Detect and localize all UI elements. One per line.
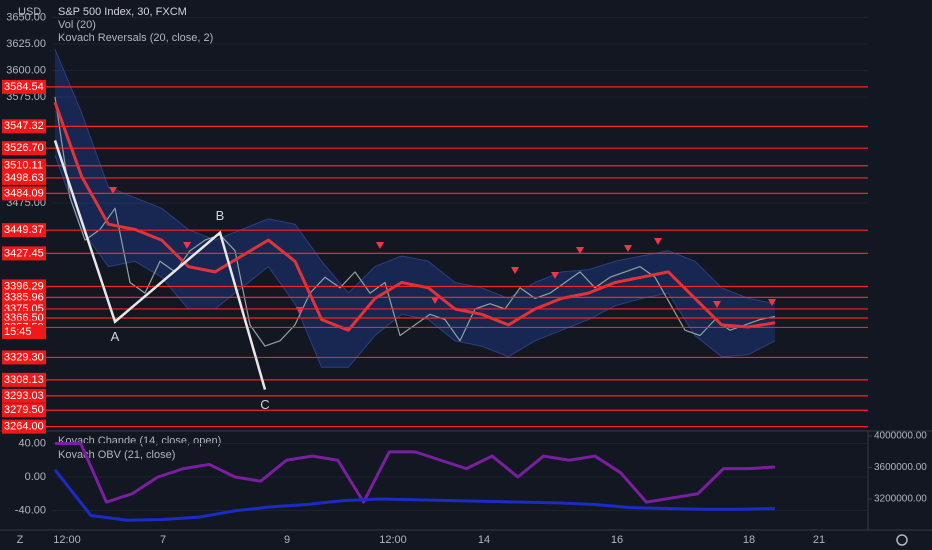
x-tick-label: 21: [813, 534, 825, 546]
y-tick-label: -40.00: [15, 504, 46, 516]
level-label-bg: [2, 290, 46, 305]
level-label: 3526.70: [4, 142, 44, 154]
band-lower: [54, 155, 776, 368]
level-label-bg: [2, 186, 46, 201]
pattern-label: B: [216, 208, 225, 223]
level-label-bg: [2, 372, 46, 387]
y-tick-label: 0.00: [25, 471, 46, 483]
level-label: 3484.09: [4, 187, 44, 199]
level-label: 3396.29: [4, 280, 44, 292]
level-label: 3329.30: [4, 351, 44, 363]
reversal-marker: [624, 245, 632, 252]
y-tick-label: 3575.00: [6, 91, 46, 103]
indicator-label: Kovach Reversals (20, close, 2): [58, 32, 213, 44]
level-label: 3547.32: [4, 120, 44, 132]
reversal-marker: [713, 301, 721, 308]
x-tick-label: 14: [478, 534, 490, 546]
reversal-marker: [654, 238, 662, 245]
y-tick-label: 3650.00: [6, 11, 46, 23]
reversal-marker: [109, 187, 117, 194]
y2-tick-label: 3600000.00: [874, 462, 927, 473]
level-label-bg: [2, 119, 46, 134]
y-tick-label: 40.00: [18, 437, 46, 449]
pattern-label: A: [111, 329, 120, 344]
level-label: 3385.96: [4, 291, 44, 303]
y2-tick-label: 3200000.00: [874, 494, 927, 505]
countdown: 15:45: [4, 326, 32, 338]
level-label-bg: [2, 246, 46, 261]
y2-tick-label: 4000000.00: [874, 431, 927, 442]
obv-line: [53, 468, 776, 522]
x-tick-label: 9: [284, 534, 290, 546]
x-tick-label: 7: [160, 534, 166, 546]
reversal-marker: [511, 267, 519, 274]
level-label-bg: [2, 223, 46, 238]
level-label: 3293.03: [4, 390, 44, 402]
x-tick-label: 18: [743, 534, 755, 546]
level-label-bg: [2, 388, 46, 403]
reversal-marker: [576, 247, 584, 254]
level-label-bg: [2, 279, 46, 294]
level-label: 3449.37: [4, 224, 44, 236]
y-tick-label: 3600.00: [6, 64, 46, 76]
level-label: 3510.11: [4, 160, 43, 172]
level-label-bg: [2, 419, 46, 434]
level-label-bg: [2, 158, 46, 173]
x-tick-label: 12:00: [379, 534, 407, 546]
x-tick-label: 12:00: [53, 534, 81, 546]
reversal-marker: [768, 299, 776, 306]
indicator-label: Kovach OBV (21, close): [58, 449, 175, 461]
timezone-button[interactable]: Z: [17, 534, 24, 546]
zigzag: [53, 140, 267, 390]
level-label: 3498.63: [4, 172, 44, 184]
indicator-label: Vol (20): [58, 19, 96, 31]
chande-line: [55, 442, 776, 504]
x-tick-label: 16: [611, 534, 623, 546]
reversal-marker: [551, 272, 559, 279]
level-label: 3427.45: [4, 247, 44, 259]
level-label-bg: [2, 403, 46, 418]
pattern-label: C: [260, 397, 269, 412]
level-label-bg: [2, 141, 46, 156]
reversal-marker: [376, 242, 384, 249]
level-label: 3279.50: [4, 404, 44, 416]
reversal-marker: [183, 242, 191, 249]
reversal-marker: [431, 297, 439, 304]
level-label: 3584.54: [4, 81, 44, 93]
currency: USD: [18, 6, 41, 18]
countdown-bg: [2, 325, 46, 340]
level-label-bg: [2, 79, 46, 94]
level-label: 3308.13: [4, 374, 44, 386]
level-label: 3264.00: [4, 421, 44, 433]
chart-title: S&P 500 Index, 30, FXCM: [58, 6, 187, 18]
settings-icon[interactable]: [896, 534, 908, 546]
y-tick-label: 3625.00: [6, 38, 46, 50]
level-label-bg: [2, 170, 46, 185]
level-label-bg: [2, 350, 46, 365]
